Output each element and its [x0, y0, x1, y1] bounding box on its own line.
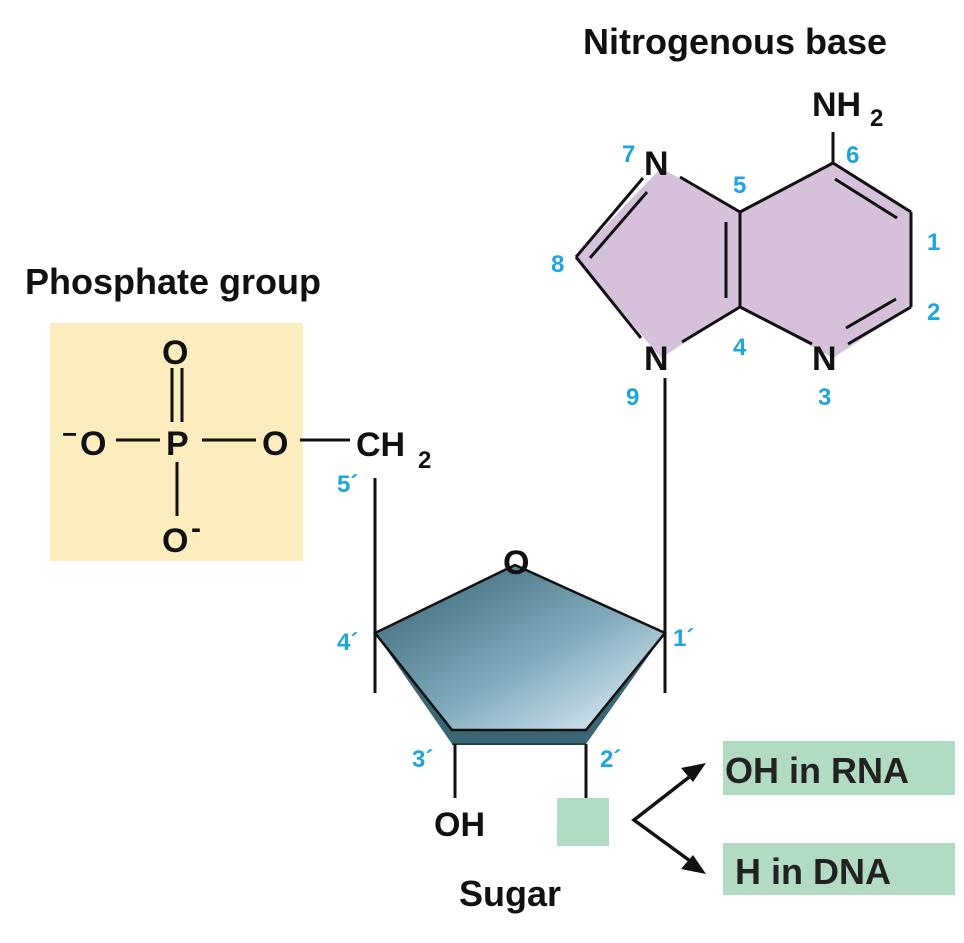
sugar-title: Sugar: [459, 873, 561, 914]
base-ring-fill: [576, 163, 911, 358]
base-number-9: 9: [626, 384, 639, 411]
sugar-number-3-prime: 3´: [412, 746, 433, 773]
phosphate-group-box: [50, 323, 303, 561]
sugar-ring: [373, 563, 667, 732]
phosphate-bonds: [116, 368, 350, 516]
arrow-head-down: [681, 855, 706, 874]
phosphate-p: P: [166, 425, 189, 463]
oh-in-rna-label: OH in RNA: [725, 750, 909, 791]
base-number-4: 4: [733, 334, 747, 361]
base-n7: N: [644, 145, 669, 183]
substituent-placeholder-box: [557, 798, 609, 846]
phosphate-o-top: O: [162, 334, 188, 372]
arrow-head-up: [681, 763, 706, 782]
phosphate-o-right: O: [262, 425, 288, 463]
nh2-label: NH: [812, 86, 861, 124]
branch-arrows: [631, 763, 706, 874]
base-number-7: 7: [622, 141, 635, 168]
sugar-ring-o: O: [503, 544, 529, 582]
nitrogenous-base-title: Nitrogenous base: [583, 21, 887, 62]
sugar-number-2-prime: 2´: [600, 746, 621, 773]
sugar-number-1-prime: 1´: [673, 625, 694, 652]
base-bonds: [574, 132, 913, 693]
oh-in-rna-box: [723, 741, 955, 795]
h-in-dna-box: [723, 843, 955, 895]
sugar-number-4-prime: 4´: [337, 629, 358, 656]
base-number-5: 5: [733, 172, 746, 199]
base-n9: N: [644, 340, 669, 378]
nh2-subscript: 2: [870, 105, 883, 132]
base-number-6: 6: [846, 142, 859, 169]
base-number-2: 2: [927, 299, 940, 326]
phosphate-o-left: O: [80, 425, 106, 463]
base-number-3: 3: [818, 384, 831, 411]
base-number-8: 8: [551, 251, 564, 278]
sugar-bonds: [373, 478, 588, 798]
sugar-number-5-prime: 5´: [337, 471, 358, 498]
base-n3: N: [812, 340, 837, 378]
base-number-1: 1: [927, 229, 940, 256]
phosphate-o-bottom-charge: -: [191, 512, 201, 545]
ch2-label: CH: [356, 426, 405, 464]
phosphate-group-title: Phosphate group: [25, 261, 321, 302]
ch2-subscript: 2: [418, 447, 431, 474]
h-in-dna-label: H in DNA: [735, 851, 891, 892]
sugar-oh: OH: [434, 806, 485, 844]
phosphate-o-bottom: O: [162, 522, 188, 560]
phosphate-o-left-charge: −: [62, 419, 77, 449]
